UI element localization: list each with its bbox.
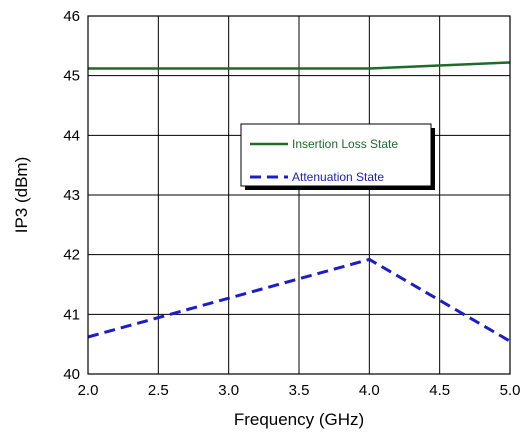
y-axis-title: IP3 (dBm) — [12, 157, 31, 234]
tick-labels: 2.0 2.5 3.0 3.5 4.0 4.5 5.0 40 41 42 43 44 45 46 — [63, 8, 520, 399]
x-tick-label: 3.0 — [218, 382, 239, 399]
series-line-2 — [87, 257, 511, 343]
legend: Insertion Loss State Attenuation State — [240, 123, 435, 190]
y-tick-label: 41 — [63, 306, 80, 323]
y-tick-label: 46 — [63, 8, 80, 25]
series-line-1 — [88, 61, 511, 70]
legend-label-2: Attenuation State — [292, 170, 384, 184]
y-tick-label: 44 — [63, 127, 80, 144]
x-tick-label: 4.5 — [429, 382, 450, 399]
x-axis-title: Frequency (GHz) — [234, 410, 364, 429]
plot-frame — [87, 15, 511, 375]
x-tick-label: 3.5 — [289, 382, 310, 399]
x-tick-label: 2.5 — [148, 382, 169, 399]
x-tick-label: 2.0 — [78, 382, 99, 399]
x-tick-label: 5.0 — [500, 382, 521, 399]
x-tick-label: 4.0 — [359, 382, 380, 399]
y-tick-label: 40 — [63, 366, 80, 383]
series-layer — [87, 61, 511, 343]
legend-label-1: Insertion Loss State — [292, 137, 398, 151]
y-tick-label: 43 — [63, 187, 80, 204]
y-tick-label: 42 — [63, 247, 80, 264]
y-tick-label: 45 — [63, 68, 80, 85]
